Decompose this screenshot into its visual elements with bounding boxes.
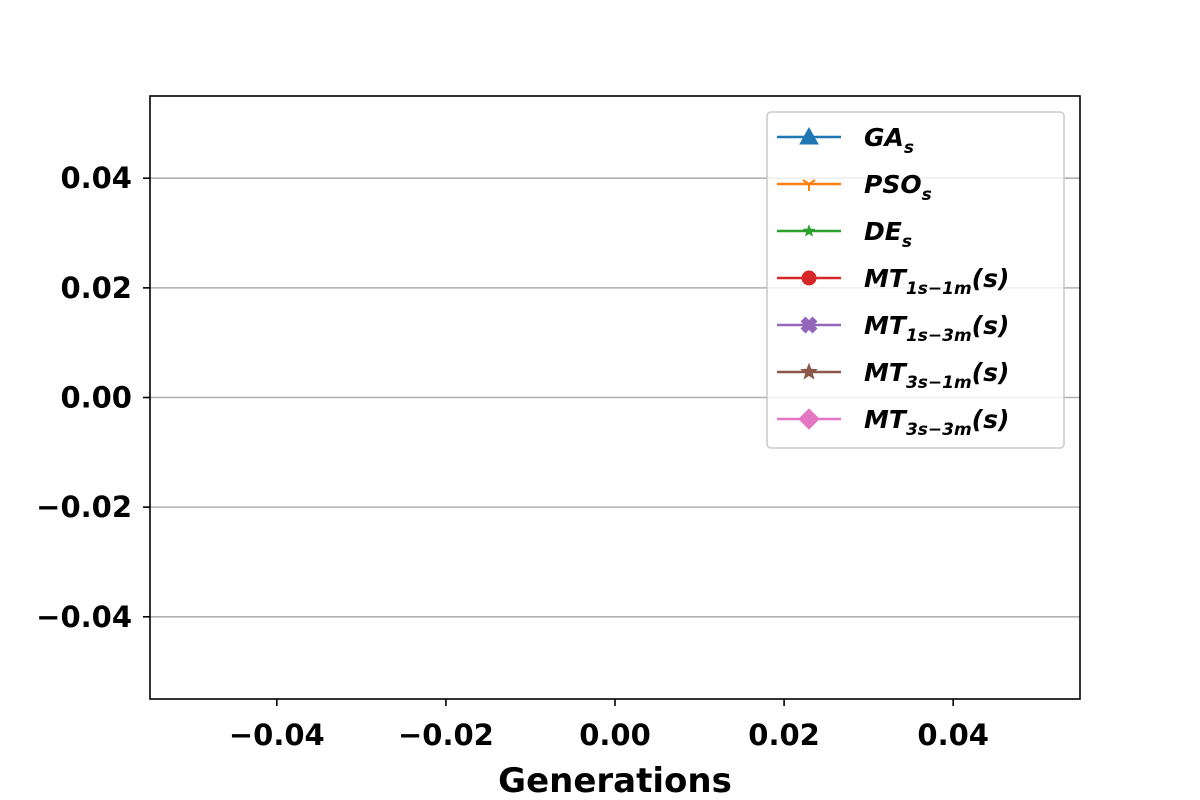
legend-label-suffix: (s) xyxy=(972,264,1010,293)
legend-marker xyxy=(802,179,810,185)
legend-item: PSOs xyxy=(777,170,932,205)
legend-label: MT3s−1m(s) xyxy=(864,358,1009,393)
legend-label-suffix: (s) xyxy=(972,405,1010,434)
legend-item: MT3s−3m(s) xyxy=(777,405,1009,440)
legend-label: GAs xyxy=(864,123,914,158)
legend-item: MT3s−1m(s) xyxy=(777,358,1009,393)
y-tick-label: −0.04 xyxy=(36,600,132,634)
legend-label-suffix: (s) xyxy=(972,311,1010,340)
x-tick-label: 0.04 xyxy=(917,718,989,752)
legend: GAsPSOsDEsMT1s−1m(s)MT1s−3m(s)MT3s−1m(s)… xyxy=(766,111,1065,449)
legend-label-suffix: (s) xyxy=(972,358,1010,387)
legend-marker xyxy=(800,362,818,380)
legend-marker xyxy=(801,270,817,286)
legend-label-main: GA xyxy=(864,123,904,152)
legend-label: DEs xyxy=(864,217,912,252)
legend-marker xyxy=(808,179,816,185)
legend-label-subscript: 1s−3m xyxy=(906,326,972,346)
legend-label: MT3s−3m(s) xyxy=(864,405,1009,440)
x-tick-label: −0.04 xyxy=(229,718,325,752)
legend-label-main: PSO xyxy=(864,170,922,199)
legend-label-subscript: s xyxy=(922,185,932,205)
legend-marker xyxy=(798,408,820,430)
y-tick-label: 0.04 xyxy=(60,161,132,195)
legend-label: PSOs xyxy=(864,170,932,205)
legend-label-main: DE xyxy=(864,217,902,246)
legend-item: MT1s−3m(s) xyxy=(777,311,1009,346)
y-tick-label: 0.02 xyxy=(60,271,132,305)
legend-item: DEs xyxy=(777,217,912,252)
y-axis-ticks: −0.04 −0.02 0.00 0.02 0.04 xyxy=(36,161,150,634)
y-tick-label: 0.00 xyxy=(60,381,132,415)
legend-label-subscript: 1s−1m xyxy=(906,279,972,299)
y-tick-label: −0.02 xyxy=(36,490,132,524)
x-tick-label: −0.02 xyxy=(398,718,494,752)
legend-label-main: MT xyxy=(864,311,908,340)
legend-marker xyxy=(799,126,819,145)
legend-item: MT1s−1m(s) xyxy=(777,264,1009,299)
legend-label-subscript: s xyxy=(902,232,912,252)
legend-label-main: MT xyxy=(864,405,908,434)
legend-label-subscript: s xyxy=(904,138,914,158)
legend-label: MT1s−3m(s) xyxy=(864,311,1009,346)
x-axis-ticks: −0.04 −0.02 0.00 0.02 0.04 xyxy=(229,699,989,752)
x-tick-label: 0.00 xyxy=(579,718,651,752)
legend-label: MT1s−1m(s) xyxy=(864,264,1009,299)
x-tick-label: 0.02 xyxy=(748,718,820,752)
legend-label-main: MT xyxy=(864,358,908,387)
legend-item: GAs xyxy=(777,123,914,158)
legend-label-main: MT xyxy=(864,264,908,293)
legend-label-subscript: 3s−3m xyxy=(906,420,972,440)
x-axis-label: Generations xyxy=(498,761,732,800)
legend-box xyxy=(766,111,1065,449)
legend-marker xyxy=(800,316,818,334)
legend-label-subscript: 3s−1m xyxy=(906,373,972,393)
legend-marker xyxy=(802,224,816,237)
